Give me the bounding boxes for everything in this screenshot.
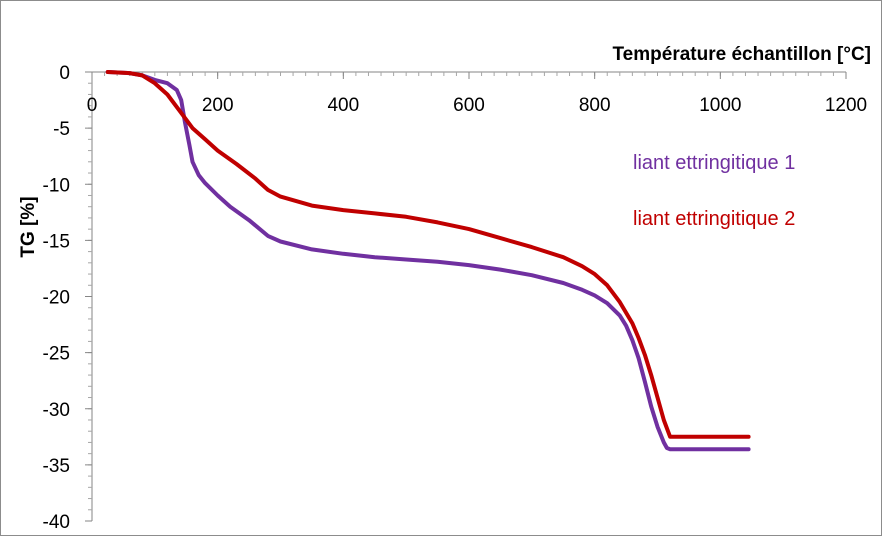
series-layer xyxy=(105,70,751,452)
y-tick-label: -25 xyxy=(43,344,70,365)
legend-entry-series-1: liant ettringitique 1 xyxy=(633,152,795,174)
y-tick-label: -5 xyxy=(53,119,70,140)
x-tick-label: 400 xyxy=(327,95,359,116)
x-tick-label: 800 xyxy=(579,95,611,116)
x-tick-label: 600 xyxy=(453,95,485,116)
legend-entry-series-2: liant ettringitique 2 xyxy=(633,208,795,230)
axes: 0 -5 -10 -15 -20 -25 -30 -35 -40 0 200 400 600 800 100… xyxy=(43,63,868,533)
y-axis-title: TG [%] xyxy=(18,196,39,257)
legend: liant ettringitique 1 liant ettringitiqu… xyxy=(633,152,795,230)
y-tick-label: -10 xyxy=(43,175,70,196)
x-tick-label: 200 xyxy=(202,95,234,116)
y-tick-label: -40 xyxy=(43,512,70,533)
series-line-2 xyxy=(105,70,751,439)
y-tick-label: 0 xyxy=(59,63,70,84)
x-tick-label: 0 xyxy=(87,95,98,116)
x-tick-label: 1000 xyxy=(699,95,741,116)
y-tick-label: -30 xyxy=(43,400,70,421)
y-tick-label: -20 xyxy=(43,288,70,309)
series-line-1 xyxy=(105,70,751,452)
y-tick-label: -15 xyxy=(43,231,70,252)
x-tick-label: 1200 xyxy=(825,95,867,116)
x-axis-title: Température échantillon [°C] xyxy=(612,44,871,65)
y-tick-label: -35 xyxy=(43,456,70,477)
